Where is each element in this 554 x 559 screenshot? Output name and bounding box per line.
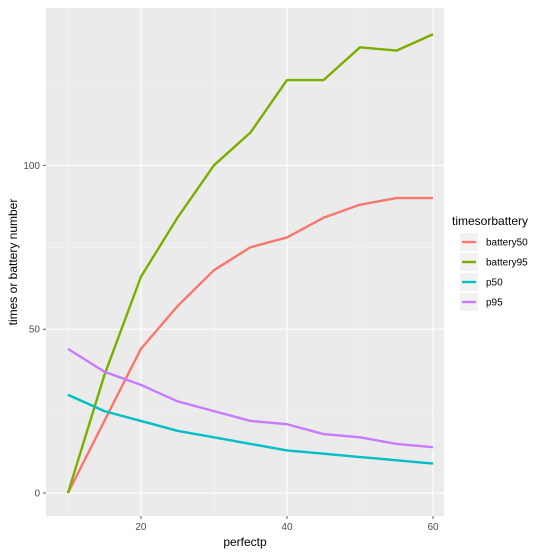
legend-label: p50 bbox=[486, 278, 503, 289]
minor-gridlines bbox=[46, 8, 444, 516]
legend-items: battery50 battery95 p50 p95 bbox=[460, 233, 528, 311]
legend-label: battery50 bbox=[486, 238, 528, 249]
major-gridlines bbox=[46, 8, 444, 516]
series-line-p95 bbox=[67, 347, 434, 449]
legend: timesorbattery battery50 battery95 p50 p95 bbox=[452, 214, 528, 311]
y-tick-label: 100 bbox=[23, 161, 40, 172]
x-tick-label: 20 bbox=[135, 522, 147, 533]
x-axis-title: perfectp bbox=[223, 535, 267, 549]
legend-item-p95: p95 bbox=[460, 293, 503, 311]
y-axis-title: times or battery number bbox=[6, 199, 20, 326]
y-tick-labels: 0 50 100 bbox=[23, 161, 40, 500]
axis-ticks bbox=[43, 164, 434, 519]
series-line-battery50 bbox=[66, 196, 434, 494]
x-tick-labels: 20 40 60 bbox=[135, 522, 439, 533]
y-tick-label: 50 bbox=[29, 325, 41, 336]
legend-label: p95 bbox=[486, 298, 503, 309]
series-line-battery95 bbox=[66, 33, 434, 494]
legend-item-p50: p50 bbox=[460, 273, 503, 291]
series-lines bbox=[66, 33, 434, 494]
legend-item-battery50: battery50 bbox=[460, 233, 528, 251]
legend-item-battery95: battery95 bbox=[460, 253, 528, 271]
x-tick-label: 40 bbox=[281, 522, 293, 533]
legend-label: battery95 bbox=[486, 258, 528, 269]
plot-panel bbox=[46, 8, 444, 516]
x-tick-label: 60 bbox=[427, 522, 439, 533]
legend-title: timesorbattery bbox=[452, 214, 528, 228]
y-tick-label: 0 bbox=[34, 489, 40, 500]
series-line-p50 bbox=[67, 393, 434, 465]
